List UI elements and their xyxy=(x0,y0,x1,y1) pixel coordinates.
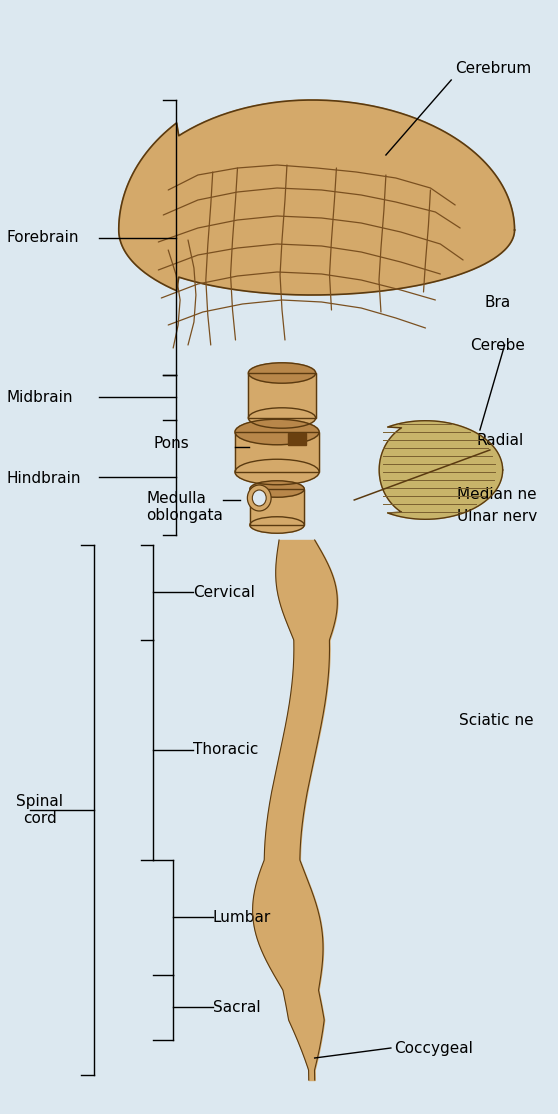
Bar xyxy=(235,432,319,472)
Bar xyxy=(250,489,304,525)
Bar xyxy=(250,489,304,525)
Text: Midbrain: Midbrain xyxy=(7,390,74,404)
Text: Bra: Bra xyxy=(485,294,511,310)
Text: Hindbrain: Hindbrain xyxy=(7,470,81,486)
Text: Cerebe: Cerebe xyxy=(470,338,525,352)
Text: Medulla: Medulla xyxy=(146,490,206,506)
Bar xyxy=(248,373,316,418)
Bar xyxy=(248,373,316,418)
Text: Sciatic ne: Sciatic ne xyxy=(459,713,534,727)
Text: Pons: Pons xyxy=(153,436,189,450)
Ellipse shape xyxy=(250,481,304,497)
Bar xyxy=(235,432,319,472)
Text: Coccygeal: Coccygeal xyxy=(394,1040,473,1055)
Ellipse shape xyxy=(247,485,271,511)
Ellipse shape xyxy=(235,419,319,444)
Text: Cervical: Cervical xyxy=(193,585,255,599)
Ellipse shape xyxy=(248,408,316,428)
Text: Forebrain: Forebrain xyxy=(7,229,79,244)
Polygon shape xyxy=(119,100,514,295)
Text: Sacral: Sacral xyxy=(213,999,261,1015)
Text: Cerebrum: Cerebrum xyxy=(455,60,531,76)
Text: Ulnar nerv: Ulnar nerv xyxy=(457,508,537,524)
Ellipse shape xyxy=(235,459,319,485)
Text: oblongata: oblongata xyxy=(146,508,223,522)
Text: Thoracic: Thoracic xyxy=(193,743,258,758)
Ellipse shape xyxy=(250,517,304,534)
Text: Spinal
cord: Spinal cord xyxy=(16,794,63,827)
Polygon shape xyxy=(379,421,503,519)
Ellipse shape xyxy=(252,490,266,506)
Text: Radial: Radial xyxy=(477,432,524,448)
Ellipse shape xyxy=(248,363,316,383)
Bar xyxy=(288,433,306,444)
Text: Median ne: Median ne xyxy=(457,487,537,501)
Text: Lumbar: Lumbar xyxy=(213,909,271,925)
